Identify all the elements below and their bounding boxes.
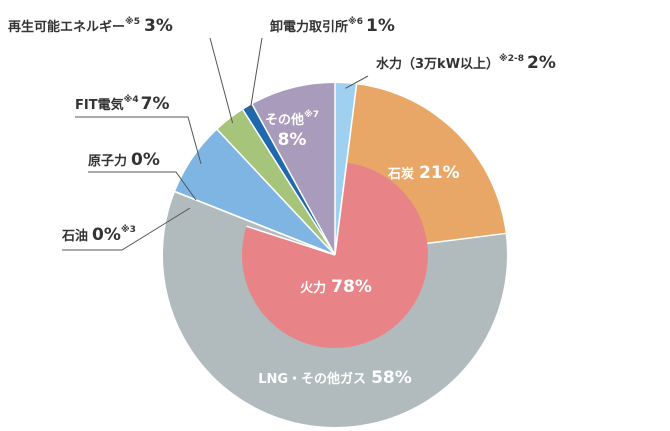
slice-other — [252, 83, 335, 255]
label-fit: FIT電気※4 7% — [75, 94, 169, 114]
leader-hydro — [345, 75, 369, 89]
leader-oil — [62, 207, 191, 251]
separator-exchange — [242, 109, 336, 256]
label-oil: 石油 0%※3 — [61, 224, 136, 245]
slice-renewable — [217, 109, 335, 255]
value-other: 8% — [278, 130, 307, 150]
label-thermal: 火力 78% — [300, 277, 372, 297]
label-renewable: 再生可能エネルギー※5 3% — [8, 16, 173, 36]
leader-nuclear — [88, 171, 197, 201]
label-exchange: 卸電力取引所※6 1% — [270, 16, 395, 36]
slice-fit — [175, 129, 335, 255]
leader-lines — [62, 37, 369, 251]
leader-renewable — [209, 37, 234, 124]
inner-separator-0 — [334, 162, 348, 256]
label-nuclear: 原子力 0% — [88, 150, 160, 170]
separator-renewable — [216, 129, 336, 256]
separator-fit — [174, 190, 336, 256]
inner-separator-1 — [246, 225, 336, 256]
label-coal: 石炭 21% — [387, 163, 460, 183]
label-other: その他※7 — [265, 109, 319, 128]
leader-fit — [75, 116, 202, 165]
separator-other — [251, 103, 336, 256]
label-hydro: 水力（3万kW以上）※2-8 2% — [376, 53, 556, 73]
inner-ring-slices — [241, 162, 428, 348]
inner-slice-thermal — [241, 162, 428, 348]
label-lng: LNG・その他ガス 58% — [258, 368, 412, 388]
leader-exchange — [249, 37, 263, 112]
